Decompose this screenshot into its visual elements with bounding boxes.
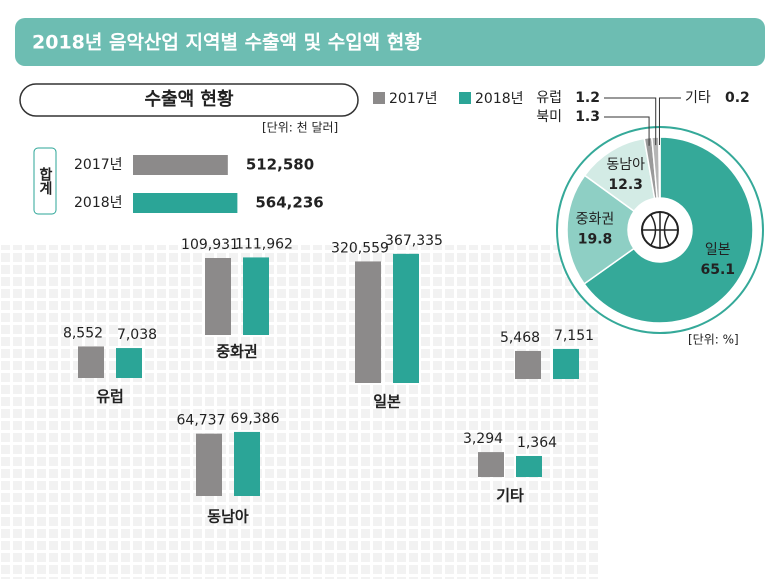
pie-value: 19.8 [578,232,613,248]
map-background [0,245,600,579]
pie-value: 1.2 [575,90,600,106]
legend-swatch [459,92,471,104]
bar [393,253,419,383]
legend-label: 2017년 [389,91,438,107]
total-year: 2018년 [74,195,123,211]
value-label: 5,468 [500,330,540,346]
pie-value: 65.1 [700,262,735,278]
bar [515,350,541,379]
total-box [33,147,57,215]
value-label: 367,335 [385,233,443,249]
bar [116,348,142,378]
pie-label: 동남아 [606,157,645,173]
region-label: 일본 [373,393,401,411]
leader-line [604,97,657,146]
value-label: 8,552 [63,325,103,341]
pie-label: 유럽 [536,90,562,106]
region-label: 기타 [496,487,524,505]
legend-label: 2018년 [475,91,524,107]
bar [196,433,222,496]
value-label: 3,294 [463,431,503,447]
section-title: 수출액 현황 [144,89,234,110]
value-label: 320,559 [331,240,389,256]
bar [355,261,381,383]
leader-line [658,97,681,146]
pie-slice [658,136,661,199]
region-label: 중화권 [216,343,257,361]
value-label: 109,931 [181,237,239,253]
globe-lines [642,212,678,248]
pie-label: 중화권 [576,212,615,228]
total-value: 512,580 [246,156,314,174]
pie-value: 12.3 [608,177,643,193]
pie-label: 북미 [536,109,562,125]
leader-line [604,116,650,146]
total-year: 2017년 [74,157,123,173]
bar [243,257,269,335]
bar [78,346,104,378]
value-label: 7,151 [554,328,594,344]
value-label: 64,737 [177,413,226,429]
pie-unit: [단위: %] [688,333,739,347]
pie-slice [566,174,636,285]
total-bar [133,193,238,213]
pie-value: 0.2 [725,90,750,106]
bar [234,431,260,496]
pie-label: 기타 [685,90,711,106]
total-value: 564,236 [255,194,323,212]
value-label: 69,386 [231,411,280,427]
unit-note: [단위: 천 달러] [262,120,338,135]
total-bar [133,155,228,175]
header [15,18,765,66]
legend-swatch [373,92,385,104]
bar [205,258,231,335]
value-label: 7,038 [117,327,157,343]
pie-value: 1.3 [575,109,600,125]
region-label: 동남아 [207,508,249,526]
bar [516,455,542,477]
bar [553,348,579,379]
value-label: 1,364 [517,435,557,451]
section-pill [19,83,359,117]
pie-label: 일본 [705,242,731,258]
total-label: 합계 [37,166,53,196]
value-label: 111,962 [235,236,293,252]
region-label: 유럽 [96,388,124,406]
bar [478,452,504,477]
page-title: 2018년 음악산업 지역별 수출액 및 수입액 현황 [32,31,422,54]
pie-slice [583,136,754,324]
